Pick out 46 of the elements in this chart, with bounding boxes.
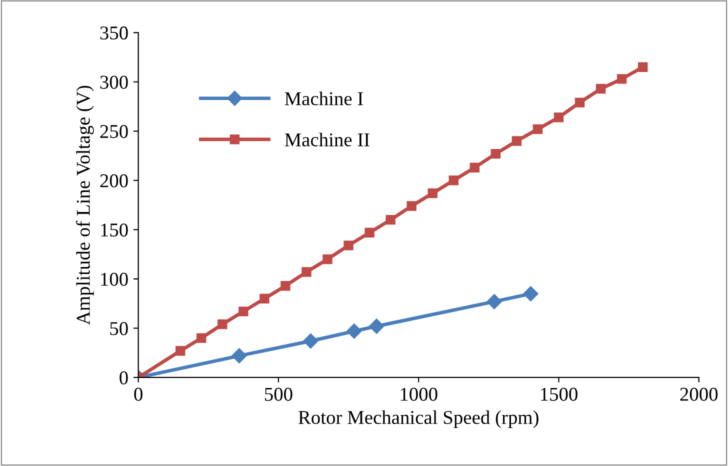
point xyxy=(470,162,480,172)
point xyxy=(406,201,416,211)
y-tick-label: 0 xyxy=(120,371,128,384)
y-axis-title: Amplitude of Line Voltage (V) xyxy=(76,86,94,325)
point xyxy=(364,228,374,238)
point xyxy=(490,148,501,159)
point xyxy=(368,318,384,334)
x-tick-label: 1000 xyxy=(400,388,438,401)
x-axis-title: Rotor Mechanical Speed (rpm) xyxy=(298,410,538,428)
x-tick-label: 2000 xyxy=(680,388,718,401)
point xyxy=(322,254,332,264)
point xyxy=(260,294,270,304)
point xyxy=(638,62,648,72)
point xyxy=(554,112,564,122)
x-tick-label: 0 xyxy=(134,388,142,401)
y-tick-label: 150 xyxy=(101,223,128,237)
y-tick-label: 250 xyxy=(100,124,128,138)
point xyxy=(386,214,396,225)
point xyxy=(303,333,318,349)
point xyxy=(302,267,312,277)
point xyxy=(512,136,522,146)
y-tick-label: 100 xyxy=(101,272,128,286)
legend-label: Machine II xyxy=(284,132,370,146)
point xyxy=(176,346,186,356)
x-tick-label: 1500 xyxy=(541,388,578,401)
legend-label: Machine I xyxy=(284,92,363,106)
y-tick-label: 300 xyxy=(100,76,128,89)
point xyxy=(532,124,543,134)
point xyxy=(344,240,354,250)
point xyxy=(232,348,247,364)
x-tick-label: 500 xyxy=(265,388,292,401)
point xyxy=(196,333,206,343)
point xyxy=(238,306,248,316)
y-tick-label: 200 xyxy=(100,174,128,188)
point xyxy=(218,319,228,330)
point xyxy=(574,98,585,108)
point xyxy=(616,74,627,84)
y-tick-label: 350 xyxy=(100,26,128,40)
point xyxy=(486,294,502,310)
point xyxy=(448,176,458,186)
y-tick-label: 50 xyxy=(110,322,128,336)
point xyxy=(596,84,606,94)
point xyxy=(346,324,362,339)
point xyxy=(280,280,290,291)
point xyxy=(428,188,438,198)
point xyxy=(523,286,538,302)
